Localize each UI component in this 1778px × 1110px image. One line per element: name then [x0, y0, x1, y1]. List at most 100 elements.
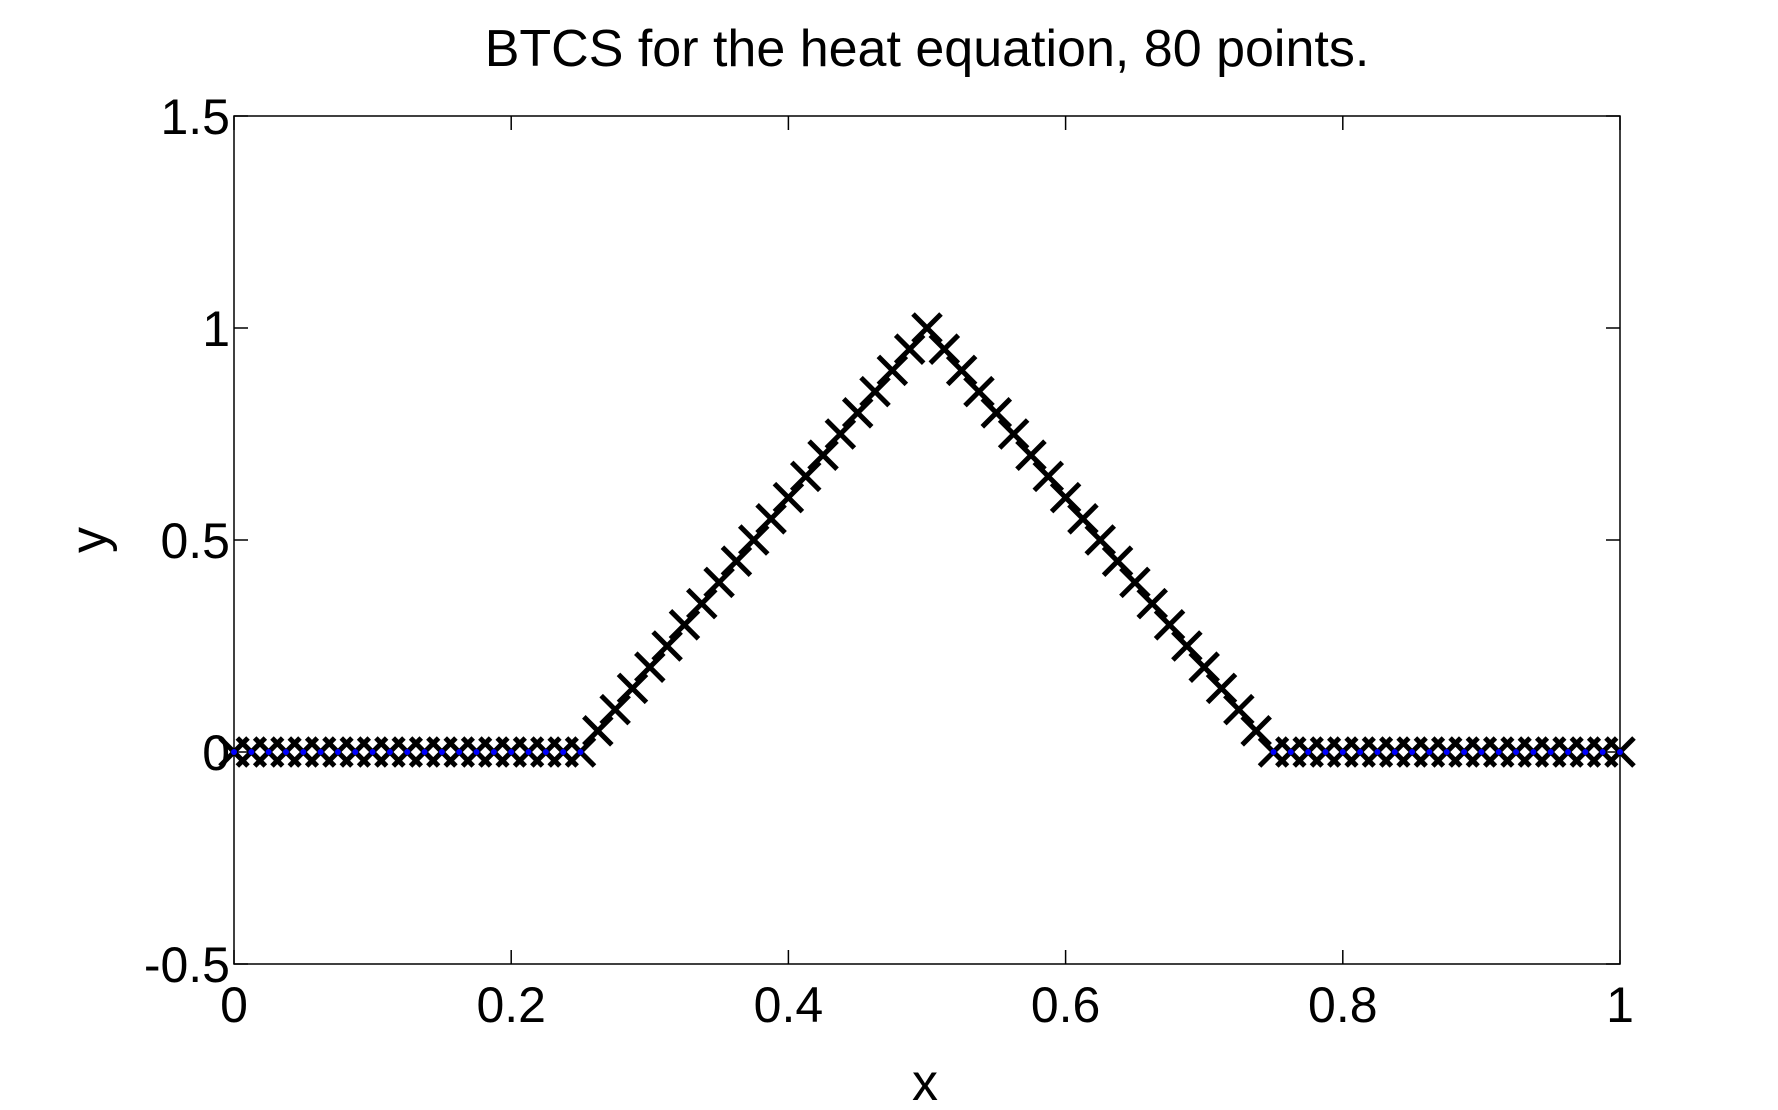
data-point-x — [1119, 566, 1151, 599]
data-point-x — [1084, 524, 1117, 556]
data-point-dot — [386, 749, 393, 755]
x-tick-label: 0.4 — [754, 977, 824, 1033]
data-point-x — [928, 333, 961, 365]
data-point-dot — [1270, 749, 1277, 755]
data-point-dot — [1547, 749, 1554, 755]
data-point-x — [876, 354, 909, 387]
y-tick-label: 0 — [202, 725, 230, 781]
data-point-x — [911, 312, 943, 344]
data-point-dot — [300, 749, 307, 755]
data-point-dot — [421, 749, 428, 755]
data-point-x — [668, 609, 701, 641]
data-point-dot — [542, 749, 549, 755]
data-point-x — [824, 418, 857, 450]
data-point-dot — [265, 749, 272, 755]
data-point-dot — [352, 749, 359, 755]
y-tick-label: -0.5 — [144, 937, 230, 993]
data-point-dot — [1495, 749, 1502, 755]
data-point-x — [945, 354, 978, 387]
data-point-dot — [456, 749, 463, 755]
data-point-dot — [1374, 749, 1381, 755]
data-point-x — [1067, 503, 1099, 535]
data-point-dot — [1322, 749, 1329, 755]
data-point-x — [1101, 545, 1134, 577]
data-point-x — [893, 333, 926, 365]
data-point-x — [1032, 460, 1065, 493]
data-point-dot — [1513, 749, 1520, 755]
data-point-dot — [1443, 749, 1450, 755]
data-point-dot — [560, 749, 567, 755]
x-tick-label: 1 — [1606, 977, 1634, 1033]
x-tick-label: 0.2 — [476, 977, 546, 1033]
data-point-dot — [490, 749, 497, 755]
data-point-x — [1136, 587, 1168, 620]
data-point-dot — [525, 749, 532, 755]
y-tick-label: 1 — [202, 301, 230, 357]
y-tick-label: 1.5 — [160, 89, 230, 145]
data-point-dot — [1426, 749, 1433, 755]
data-point-x — [651, 630, 683, 662]
data-point-dot — [1599, 749, 1606, 755]
data-point-dot — [1391, 749, 1398, 755]
data-point-x — [599, 693, 631, 726]
data-point-dot — [1582, 749, 1589, 755]
data-point-x — [720, 545, 753, 577]
data-point-x — [616, 672, 649, 705]
data-point-x — [859, 375, 891, 408]
data-point-x — [1223, 693, 1255, 726]
data-point-x — [1188, 651, 1220, 683]
data-point-dot — [508, 749, 515, 755]
data-point-x — [789, 460, 822, 493]
y-axis-label: y — [60, 527, 118, 553]
data-point-x — [963, 375, 995, 408]
data-point-x — [737, 524, 770, 556]
data-point-x — [1153, 609, 1186, 641]
data-point-dot — [438, 749, 445, 755]
plot-area — [233, 115, 1621, 965]
x-axis-label: x — [912, 1054, 938, 1110]
ticks-layer: 0 0.2 0.4 0.6 0.8 1-0.500.511.5 — [144, 89, 1634, 1033]
data-point-x — [582, 715, 614, 747]
data-point-dot — [473, 749, 480, 755]
data-point-dot — [1305, 749, 1312, 755]
x-tick-label: 0.8 — [1308, 977, 1378, 1033]
data-point-x — [703, 566, 735, 599]
data-point-x — [634, 651, 666, 683]
y-tick-label: 0.5 — [160, 513, 230, 569]
data-point-dot — [1357, 749, 1364, 755]
data-point-x — [997, 418, 1030, 450]
data-point-dot — [1617, 749, 1623, 755]
data-point-x — [1240, 715, 1272, 747]
data-point-x — [772, 481, 805, 514]
data-point-dot — [1530, 749, 1537, 755]
x-tick-label: 0.6 — [1031, 977, 1101, 1033]
data-point-dot — [369, 749, 376, 755]
marks-layer — [218, 312, 1636, 768]
data-point-dot — [1409, 749, 1416, 755]
data-point-dot — [334, 749, 341, 755]
data-point-dot — [1565, 749, 1572, 755]
data-point-dot — [404, 749, 411, 755]
chart-title: BTCS for the heat equation, 80 points. — [485, 20, 1370, 78]
data-point-x — [755, 503, 787, 535]
data-point-dot — [1339, 749, 1346, 755]
data-point-dot — [231, 749, 237, 755]
data-point-x — [1049, 481, 1082, 514]
data-point-dot — [1478, 749, 1485, 755]
data-point-dot — [577, 749, 584, 755]
data-point-x — [686, 587, 718, 620]
data-point-x — [1205, 672, 1238, 705]
data-point-dot — [248, 749, 255, 755]
data-point-dot — [282, 749, 289, 755]
data-point-x — [1171, 630, 1203, 662]
data-point-x — [1015, 439, 1047, 471]
data-point-x — [807, 439, 839, 471]
data-point-dot — [1287, 749, 1294, 755]
data-point-x — [841, 397, 874, 429]
x-tick-label: 0 — [220, 977, 248, 1033]
data-point-dot — [1461, 749, 1468, 755]
data-point-x — [980, 397, 1013, 429]
data-point-dot — [317, 749, 324, 755]
